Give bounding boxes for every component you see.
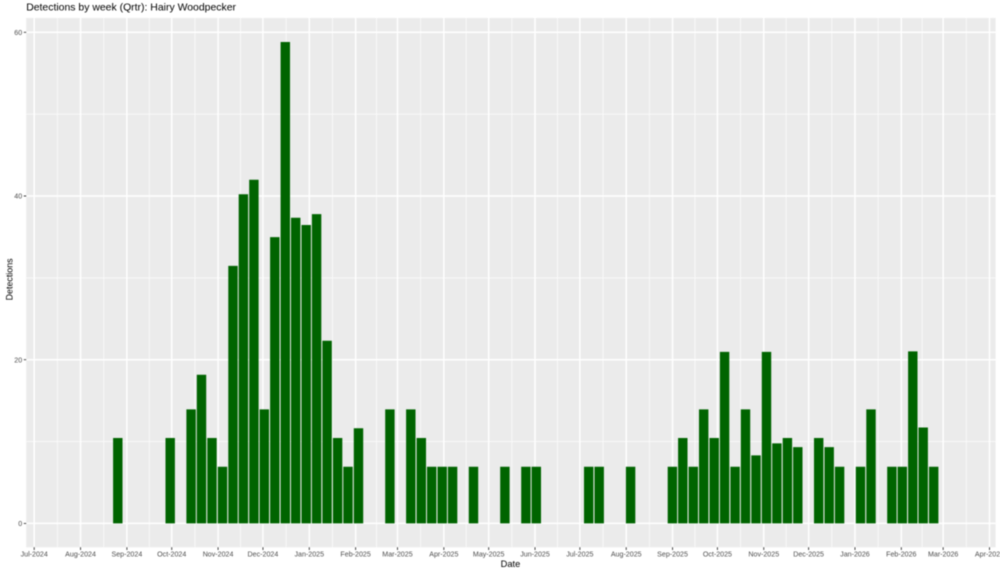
svg-text:Jan-2025: Jan-2025: [294, 551, 324, 559]
svg-text:Sep-2025: Sep-2025: [657, 551, 688, 559]
svg-text:20: 20: [14, 356, 22, 364]
svg-text:Sep-2024: Sep-2024: [112, 551, 143, 559]
svg-text:Mar-2026: Mar-2026: [928, 551, 958, 559]
svg-text:Aug-2025: Aug-2025: [611, 551, 642, 559]
svg-text:Jul-2025: Jul-2025: [566, 551, 593, 559]
svg-text:0: 0: [18, 520, 22, 528]
svg-text:Dec-2025: Dec-2025: [793, 551, 824, 559]
svg-text:Detections: Detections: [4, 258, 14, 300]
svg-text:Nov-2025: Nov-2025: [748, 551, 779, 559]
svg-text:Jun-2025: Jun-2025: [520, 551, 550, 559]
svg-text:Apr-2025: Apr-2025: [429, 551, 458, 559]
svg-text:May-2025: May-2025: [473, 551, 505, 559]
svg-text:Date: Date: [501, 559, 521, 569]
svg-text:Oct-2024: Oct-2024: [157, 551, 186, 559]
svg-text:Nov-2024: Nov-2024: [203, 551, 234, 559]
svg-text:Feb-2026: Feb-2026: [886, 551, 916, 559]
svg-text:Mar-2025: Mar-2025: [382, 551, 412, 559]
svg-text:Jan-2026: Jan-2026: [840, 551, 870, 559]
svg-text:Jul-2024: Jul-2024: [21, 551, 48, 559]
svg-text:60: 60: [14, 29, 22, 37]
svg-text:Apr-2026: Apr-2026: [975, 551, 1000, 559]
svg-text:40: 40: [14, 193, 22, 201]
svg-text:Dec-2024: Dec-2024: [248, 551, 279, 559]
svg-text:Feb-2025: Feb-2025: [340, 551, 370, 559]
svg-text:Oct-2025: Oct-2025: [703, 551, 732, 559]
svg-text:Aug-2024: Aug-2024: [65, 551, 96, 559]
svg-text:Detections by week (Qrtr): Hai: Detections by week (Qrtr): Hairy Woodpec…: [26, 3, 236, 14]
